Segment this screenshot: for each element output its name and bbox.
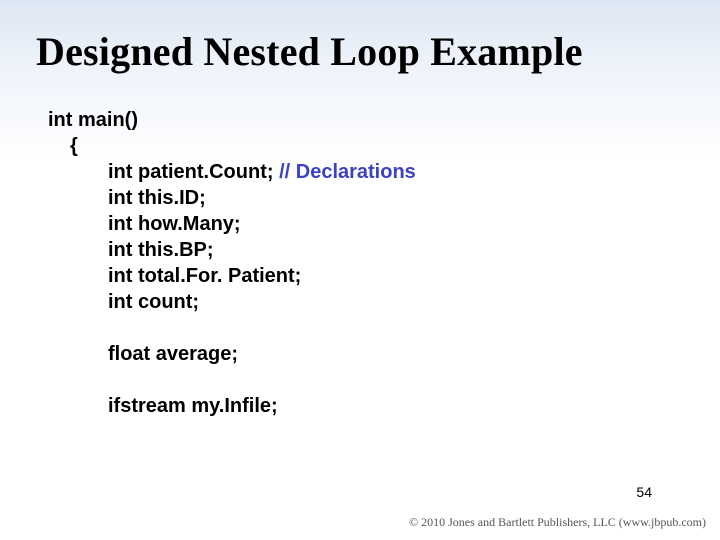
code-line-float: float average; — [48, 341, 720, 367]
code-line-main: int main() — [48, 107, 720, 133]
code-line-decl-3: int how.Many; — [48, 211, 720, 237]
blank-gap — [48, 367, 720, 393]
code-line-decl-2: int this.ID; — [48, 185, 720, 211]
copyright-text: © 2010 Jones and Bartlett Publishers, LL… — [409, 515, 706, 530]
code-line-ifstream: ifstream my.Infile; — [48, 393, 720, 419]
code-text: int patient.Count; — [108, 161, 279, 183]
code-line-decl-5: int total.For. Patient; — [48, 263, 720, 289]
code-line-decl-4: int this.BP; — [48, 237, 720, 263]
page-number: 54 — [636, 484, 652, 500]
code-line-decl-1: int patient.Count; // Declarations — [48, 159, 720, 185]
slide-title: Designed Nested Loop Example — [0, 0, 720, 75]
code-line-decl-6: int count; — [48, 289, 720, 315]
code-comment: // Declarations — [279, 161, 416, 183]
code-line-brace: { — [48, 133, 720, 159]
code-block: int main() { int patient.Count; // Decla… — [0, 75, 720, 419]
blank-gap — [48, 315, 720, 341]
